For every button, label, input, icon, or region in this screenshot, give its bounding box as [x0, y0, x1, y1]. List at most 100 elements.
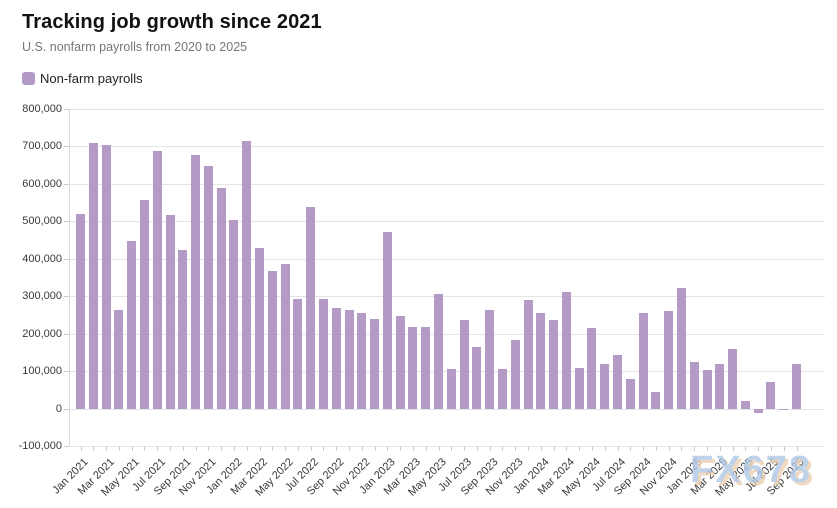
x-tick — [438, 446, 440, 451]
x-tick — [502, 446, 504, 451]
bar-dec-2022 — [370, 319, 380, 409]
x-tick — [195, 446, 197, 451]
x-tick — [668, 446, 670, 451]
bar-dec-2023 — [523, 299, 533, 409]
y-axis-line — [69, 109, 70, 447]
bar-dec-2021 — [216, 188, 226, 409]
x-tick — [783, 446, 785, 451]
x-tick — [93, 446, 95, 451]
y-axis-label: 600,000 — [22, 177, 62, 190]
bar-aug-2025 — [779, 408, 789, 411]
bar-jan-2022 — [229, 219, 239, 409]
x-tick — [233, 446, 235, 451]
x-tick — [118, 446, 120, 451]
bar-feb-2021 — [88, 142, 98, 409]
x-tick — [310, 446, 312, 451]
legend: Non-farm payrolls — [22, 71, 143, 86]
bar-apr-2024 — [574, 368, 584, 409]
bar-oct-2024 — [651, 392, 661, 409]
bar-may-2022 — [280, 264, 290, 409]
bar-apr-2023 — [421, 327, 431, 409]
x-tick — [297, 446, 299, 451]
x-axis: Jan 2021 Mar 2021 May 2021 Jul 2021 Sep 2021… — [50, 446, 825, 508]
x-tick — [221, 446, 223, 451]
x-tick — [579, 446, 581, 451]
x-tick — [719, 446, 721, 451]
x-tick — [285, 446, 287, 451]
bar-mar-2022 — [255, 248, 264, 409]
x-tick — [591, 446, 593, 451]
bar-nov-2021 — [203, 166, 213, 409]
bar-jan-2025 — [689, 361, 699, 409]
bar-mar-2025 — [715, 363, 725, 409]
chart-subtitle: U.S. nonfarm payrolls from 2020 to 2025 — [22, 40, 248, 54]
x-tick — [464, 446, 466, 451]
bar-dec-2024 — [676, 287, 686, 409]
y-tick — [64, 221, 69, 223]
gridline-800000 — [69, 109, 825, 110]
y-axis-label: 500,000 — [22, 215, 62, 228]
x-tick — [630, 446, 632, 451]
x-tick — [732, 446, 734, 451]
x-tick — [655, 446, 657, 451]
gridline--100000 — [69, 446, 825, 447]
y-axis-label: 800,000 — [22, 103, 62, 115]
x-tick — [387, 446, 389, 451]
x-tick — [617, 446, 619, 451]
x-tick — [476, 446, 478, 451]
gridline-600000 — [69, 183, 825, 185]
bar-jul-2022 — [306, 207, 316, 409]
y-tick — [64, 333, 69, 335]
x-tick — [540, 446, 542, 451]
bar-mar-2024 — [561, 292, 571, 409]
x-tick — [157, 446, 159, 451]
bar-may-2023 — [434, 293, 443, 409]
x-tick — [106, 446, 108, 451]
bar-may-2021 — [127, 241, 137, 409]
plot-area — [69, 109, 825, 447]
bar-jul-2021 — [152, 150, 162, 409]
bar-apr-2025 — [728, 349, 738, 409]
x-tick — [515, 446, 517, 451]
x-tick — [643, 446, 645, 451]
x-tick — [246, 446, 248, 451]
bar-jun-2023 — [446, 369, 456, 409]
x-tick — [796, 446, 798, 451]
bar-aug-2023 — [472, 346, 482, 409]
x-tick — [336, 446, 338, 451]
y-tick — [64, 408, 69, 410]
bar-aug-2024 — [625, 379, 635, 409]
bar-jun-2025 — [753, 408, 763, 414]
bar-oct-2023 — [497, 369, 507, 409]
bar-apr-2021 — [114, 310, 124, 409]
x-tick — [182, 446, 184, 451]
gridline-400000 — [69, 258, 825, 260]
bar-feb-2025 — [702, 370, 712, 409]
x-tick — [707, 446, 708, 451]
bar-apr-2022 — [267, 270, 277, 409]
bar-sep-2025 — [792, 363, 801, 409]
bar-jun-2022 — [293, 298, 303, 409]
x-tick — [208, 446, 210, 451]
y-tick — [64, 109, 69, 110]
legend-label: Non-farm payrolls — [40, 71, 143, 86]
bar-may-2025 — [740, 401, 750, 409]
y-tick — [64, 146, 69, 148]
bar-nov-2024 — [664, 310, 674, 409]
bar-jul-2023 — [459, 320, 469, 409]
x-tick — [374, 446, 376, 451]
x-tick — [745, 446, 747, 451]
y-axis-label: 300,000 — [22, 290, 62, 303]
bar-sep-2021 — [178, 249, 188, 409]
x-tick — [80, 446, 82, 451]
x-tick — [272, 446, 274, 451]
y-tick — [64, 183, 69, 185]
x-tick — [170, 446, 171, 451]
x-tick — [323, 446, 325, 451]
bar-mar-2021 — [101, 144, 111, 409]
x-tick — [131, 446, 133, 451]
y-tick — [64, 296, 69, 298]
bar-may-2024 — [587, 327, 597, 409]
y-axis-label: 0 — [55, 402, 62, 415]
